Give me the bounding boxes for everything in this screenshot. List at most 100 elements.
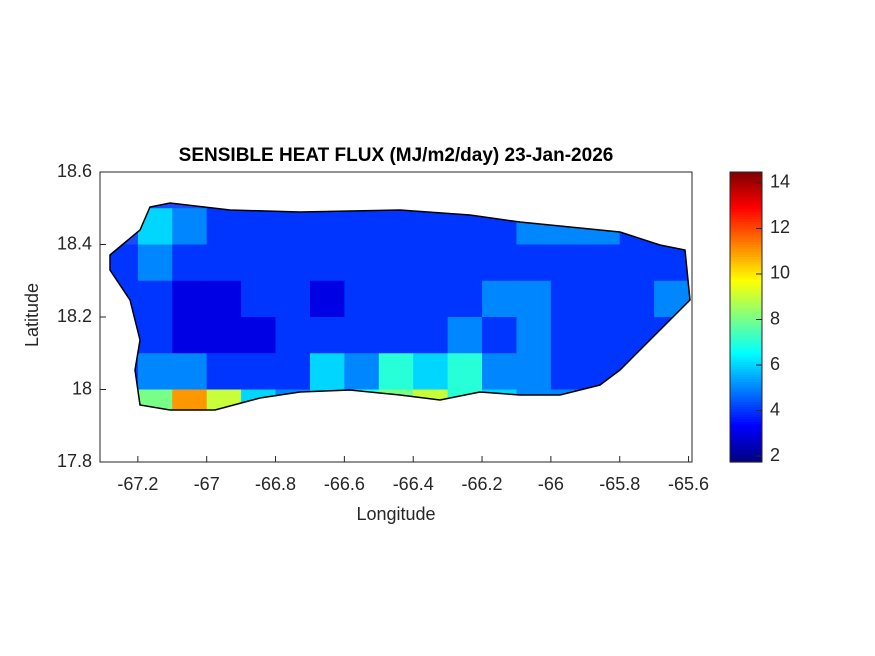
colorbar-step	[730, 284, 762, 288]
colorbar-step	[730, 244, 762, 248]
colorbar-step	[730, 352, 762, 356]
colorbar-step	[730, 229, 762, 233]
heat-cell	[413, 317, 449, 354]
colorbar-step	[730, 172, 762, 176]
heat-cell	[482, 353, 517, 390]
y-axis-label: Latitude	[22, 283, 42, 347]
heat-cell	[172, 280, 208, 318]
heat-cell	[241, 317, 277, 354]
colorbar-step	[730, 447, 762, 451]
colorbar-step	[730, 222, 762, 226]
colorbar-step	[730, 274, 762, 278]
colorbar-step	[730, 344, 762, 348]
colorbar-step	[730, 177, 762, 181]
colorbar-step	[730, 427, 762, 431]
colorbar-step	[730, 422, 762, 426]
heat-cell	[344, 353, 380, 390]
colorbar-step	[730, 217, 762, 221]
heat-cell	[344, 208, 380, 245]
heat-cell	[241, 244, 277, 282]
colorbar-step	[730, 289, 762, 293]
colorbar-step	[730, 439, 762, 443]
colorbar-step	[730, 399, 762, 403]
y-tick-label: 18.2	[57, 306, 92, 326]
colorbar-tick-label: 12	[770, 217, 790, 237]
heat-cell	[550, 317, 586, 354]
chart-title: SENSIBLE HEAT FLUX (MJ/m2/day) 23-Jan-20…	[179, 145, 614, 166]
y-tick-label: 18.4	[57, 233, 92, 253]
colorbar-step	[730, 404, 762, 408]
colorbar-step	[730, 259, 762, 263]
heat-cell	[482, 280, 517, 318]
colorbar-step	[730, 459, 762, 463]
colorbar-tick-label: 4	[770, 399, 780, 419]
colorbar-step	[730, 377, 762, 381]
heat-cell	[585, 317, 621, 354]
colorbar-tick-label: 8	[770, 308, 780, 328]
colorbar-step	[730, 452, 762, 456]
colorbar-step	[730, 269, 762, 273]
colorbar-step	[730, 394, 762, 398]
colorbar-step	[730, 332, 762, 336]
heat-cell	[241, 208, 277, 245]
colorbar-step	[730, 357, 762, 361]
colorbar-step	[730, 449, 762, 453]
colorbar-step	[730, 264, 762, 268]
heat-cell	[516, 353, 552, 390]
colorbar-step	[730, 414, 762, 418]
heat-cell	[206, 208, 242, 245]
heat-cell	[378, 317, 414, 354]
colorbar-step	[730, 349, 762, 353]
heat-cell	[275, 317, 311, 354]
heat-cell	[309, 244, 345, 282]
colorbar-step	[730, 369, 762, 373]
colorbar-step	[730, 424, 762, 428]
heat-cell	[378, 244, 414, 282]
heat-cell	[172, 317, 208, 354]
heat-cell	[241, 280, 277, 318]
colorbar-step	[730, 207, 762, 211]
colorbar-step	[730, 372, 762, 376]
heat-cell	[275, 244, 311, 282]
colorbar-step	[730, 277, 762, 281]
colorbar-step	[730, 209, 762, 213]
heat-cell	[137, 353, 173, 390]
colorbar-step	[730, 434, 762, 438]
heat-cell	[482, 317, 517, 354]
colorbar-step	[730, 212, 762, 216]
colorbar-step	[730, 407, 762, 411]
heat-cell	[447, 353, 483, 390]
x-tick-label: -66.4	[393, 474, 434, 494]
heat-cell	[172, 389, 208, 410]
heat-cell	[206, 317, 242, 354]
colorbar-step	[730, 432, 762, 436]
colorbar-tick-label: 14	[770, 172, 790, 192]
heat-cell	[275, 280, 311, 318]
colorbar-step	[730, 214, 762, 218]
colorbar-step	[730, 429, 762, 433]
colorbar-step	[730, 287, 762, 291]
heat-cell	[550, 244, 586, 282]
colorbar-step	[730, 192, 762, 196]
colorbar-step	[730, 417, 762, 421]
colorbar-step	[730, 337, 762, 341]
colorbar-step	[730, 334, 762, 338]
island-outline	[109, 202, 691, 411]
x-tick-label: -65.8	[599, 474, 640, 494]
colorbar-step	[730, 294, 762, 298]
colorbar-step	[730, 347, 762, 351]
heat-cell	[378, 280, 414, 318]
colorbar-step	[730, 362, 762, 366]
colorbar-step	[730, 419, 762, 423]
colorbar-step	[730, 397, 762, 401]
colorbar-step	[730, 402, 762, 406]
heat-cell	[344, 317, 380, 354]
heat-cell	[413, 280, 449, 318]
colorbar-step	[730, 304, 762, 308]
x-tick-label: -66.6	[324, 474, 365, 494]
x-tick-label: -66	[538, 474, 564, 494]
colorbar-step	[730, 324, 762, 328]
heat-cell	[378, 353, 414, 390]
colorbar-step	[730, 329, 762, 333]
